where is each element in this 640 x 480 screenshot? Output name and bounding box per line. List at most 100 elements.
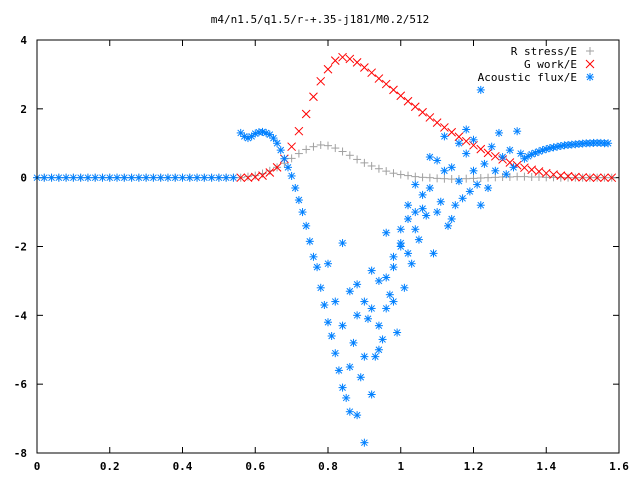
data-point [414, 235, 423, 244]
data-point [331, 297, 340, 306]
data-point [498, 153, 507, 162]
data-point [163, 173, 172, 182]
data-point [367, 68, 377, 78]
data-point [382, 167, 391, 176]
data-point [454, 132, 464, 142]
data-point [142, 173, 151, 182]
data-point [425, 153, 434, 162]
data-point [600, 173, 609, 183]
legend-label: Acoustic flux/E [478, 71, 577, 84]
data-point [378, 335, 387, 344]
data-point [334, 366, 343, 375]
data-point [40, 173, 49, 182]
data-point [447, 163, 456, 172]
data-point [404, 214, 413, 223]
data-point [469, 166, 478, 175]
data-point [469, 174, 478, 183]
data-point [338, 383, 347, 392]
data-point [381, 79, 391, 89]
data-point [396, 239, 405, 248]
x-tick-label: 0.6 [245, 460, 265, 473]
data-point [607, 173, 617, 183]
x-tick-label: 0.4 [173, 460, 193, 473]
data-point [476, 85, 485, 94]
data-point [374, 74, 384, 83]
data-point [418, 173, 427, 182]
data-point [327, 331, 336, 340]
data-point [47, 173, 56, 182]
data-point [520, 163, 529, 173]
data-point [367, 161, 376, 170]
data-point [320, 301, 329, 310]
y-tick-label: 4 [20, 34, 27, 47]
data-point [276, 146, 285, 155]
legend-marker [585, 59, 595, 69]
data-point [462, 125, 471, 134]
data-point [360, 438, 369, 447]
data-point [272, 162, 282, 172]
data-point [156, 173, 165, 182]
data-point [527, 150, 536, 159]
data-point [287, 142, 296, 152]
data-point [294, 196, 303, 205]
data-point [382, 273, 391, 282]
data-point [454, 139, 463, 148]
x-tick-label: 1.4 [536, 460, 556, 473]
y-tick-label: -8 [14, 447, 27, 460]
data-point [592, 173, 602, 183]
data-point [316, 76, 326, 86]
legend-label: R stress/E [511, 45, 577, 58]
data-point [570, 172, 580, 182]
data-point [120, 173, 129, 182]
data-point [76, 173, 85, 182]
data-point [469, 135, 478, 144]
data-point [265, 168, 275, 177]
data-point [338, 239, 347, 248]
data-point [374, 321, 383, 330]
data-point [273, 139, 282, 148]
data-point [491, 166, 500, 175]
data-point [534, 167, 544, 176]
plot-frame [36, 39, 620, 454]
data-point [425, 113, 435, 122]
data-point [83, 173, 92, 182]
data-point [425, 173, 434, 182]
data-point [338, 321, 347, 330]
data-point [418, 204, 427, 213]
y-tick-label: 0 [20, 172, 27, 185]
data-point [105, 173, 114, 182]
data-point [429, 249, 438, 258]
data-point [324, 141, 332, 150]
data-point [404, 249, 413, 258]
data-point [418, 190, 427, 199]
data-point [454, 177, 463, 186]
data-point [480, 159, 489, 168]
data-point [411, 208, 420, 217]
data-point [200, 173, 209, 182]
data-point [149, 173, 158, 182]
data-point [556, 171, 566, 180]
data-point [331, 349, 340, 358]
data-point [360, 63, 369, 72]
data-point [338, 147, 347, 156]
data-point [360, 158, 369, 167]
data-point [374, 345, 383, 354]
data-point [313, 263, 322, 272]
data-point [440, 166, 449, 175]
data-point [353, 155, 362, 164]
data-point [324, 318, 332, 327]
data-point [541, 168, 551, 178]
data-point [389, 297, 398, 306]
data-point [542, 173, 551, 182]
data-point [389, 252, 398, 261]
data-point [436, 197, 445, 206]
data-point [345, 54, 355, 64]
data-point [185, 173, 194, 182]
data-point [418, 107, 427, 117]
data-point [364, 314, 373, 323]
data-point [171, 173, 180, 182]
data-point [353, 280, 362, 289]
data-point [476, 174, 485, 183]
data-point [516, 149, 525, 158]
